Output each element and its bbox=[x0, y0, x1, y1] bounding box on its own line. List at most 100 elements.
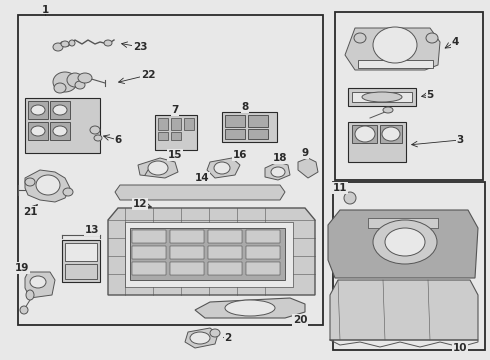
Polygon shape bbox=[330, 280, 478, 340]
Text: 2: 2 bbox=[224, 333, 232, 343]
Bar bbox=[132, 246, 166, 259]
Ellipse shape bbox=[271, 167, 285, 177]
Ellipse shape bbox=[53, 72, 77, 92]
Text: 7: 7 bbox=[172, 105, 179, 115]
Text: 23: 23 bbox=[133, 42, 147, 52]
Bar bbox=[132, 262, 166, 275]
Text: 1: 1 bbox=[41, 5, 49, 15]
Ellipse shape bbox=[355, 126, 375, 142]
Ellipse shape bbox=[31, 126, 45, 136]
Bar bbox=[208, 262, 242, 275]
Polygon shape bbox=[138, 158, 178, 178]
Ellipse shape bbox=[214, 162, 230, 174]
Bar bbox=[248, 129, 268, 139]
Bar bbox=[348, 122, 406, 162]
Text: 15: 15 bbox=[168, 150, 182, 160]
Ellipse shape bbox=[225, 300, 275, 316]
Bar bbox=[50, 122, 70, 140]
Polygon shape bbox=[328, 210, 478, 278]
Text: 22: 22 bbox=[141, 70, 155, 80]
Ellipse shape bbox=[30, 276, 46, 288]
Bar bbox=[222, 112, 277, 142]
Bar bbox=[171, 132, 181, 140]
Ellipse shape bbox=[373, 220, 437, 264]
Text: 6: 6 bbox=[114, 135, 122, 145]
Ellipse shape bbox=[20, 306, 28, 314]
Text: 4: 4 bbox=[451, 37, 459, 47]
Polygon shape bbox=[195, 298, 305, 318]
Bar bbox=[352, 125, 377, 143]
Bar bbox=[62, 240, 100, 282]
Bar bbox=[130, 228, 285, 280]
Ellipse shape bbox=[90, 126, 100, 134]
Ellipse shape bbox=[75, 81, 85, 89]
Ellipse shape bbox=[362, 92, 402, 102]
Text: 19: 19 bbox=[15, 263, 29, 273]
Bar bbox=[246, 246, 280, 259]
Ellipse shape bbox=[385, 228, 425, 256]
Bar bbox=[158, 118, 168, 130]
Ellipse shape bbox=[94, 135, 102, 141]
Polygon shape bbox=[185, 328, 218, 348]
Bar bbox=[28, 101, 48, 119]
Text: 3: 3 bbox=[456, 135, 464, 145]
Ellipse shape bbox=[53, 43, 63, 51]
Bar bbox=[348, 88, 416, 106]
Ellipse shape bbox=[25, 178, 35, 186]
Ellipse shape bbox=[210, 329, 220, 337]
Bar bbox=[184, 118, 194, 130]
Bar bbox=[158, 132, 168, 140]
Bar bbox=[18, 15, 323, 325]
Bar bbox=[380, 125, 402, 143]
Bar bbox=[25, 98, 100, 153]
Ellipse shape bbox=[148, 161, 168, 175]
Bar bbox=[208, 230, 242, 243]
Bar bbox=[50, 101, 70, 119]
Text: 21: 21 bbox=[23, 207, 37, 217]
Bar bbox=[333, 182, 485, 350]
Bar bbox=[358, 60, 433, 68]
Bar bbox=[170, 246, 204, 259]
Bar bbox=[352, 92, 412, 102]
Text: 8: 8 bbox=[242, 102, 248, 112]
Bar bbox=[248, 115, 268, 127]
Ellipse shape bbox=[426, 33, 438, 43]
Bar bbox=[132, 230, 166, 243]
Ellipse shape bbox=[54, 83, 66, 93]
Bar bbox=[335, 12, 483, 180]
Bar bbox=[125, 222, 293, 287]
Text: 18: 18 bbox=[273, 153, 287, 163]
Bar bbox=[170, 230, 204, 243]
Bar bbox=[170, 262, 204, 275]
Text: 16: 16 bbox=[233, 150, 247, 160]
Polygon shape bbox=[108, 208, 315, 295]
Polygon shape bbox=[207, 158, 240, 178]
Ellipse shape bbox=[382, 127, 400, 141]
Ellipse shape bbox=[373, 27, 417, 63]
Bar bbox=[225, 115, 245, 127]
Polygon shape bbox=[25, 272, 55, 298]
Polygon shape bbox=[265, 162, 290, 180]
Text: 10: 10 bbox=[453, 343, 467, 353]
Bar bbox=[208, 246, 242, 259]
Text: 11: 11 bbox=[333, 183, 347, 193]
Ellipse shape bbox=[63, 188, 73, 196]
Bar bbox=[225, 129, 245, 139]
Text: 9: 9 bbox=[301, 148, 309, 158]
Text: 14: 14 bbox=[195, 173, 209, 183]
Polygon shape bbox=[298, 158, 318, 178]
Text: 12: 12 bbox=[133, 199, 147, 209]
Ellipse shape bbox=[344, 192, 356, 204]
Bar bbox=[246, 230, 280, 243]
Bar bbox=[65, 264, 97, 279]
Ellipse shape bbox=[36, 175, 60, 195]
Ellipse shape bbox=[354, 33, 366, 43]
Ellipse shape bbox=[190, 332, 210, 344]
Ellipse shape bbox=[26, 290, 34, 300]
Bar bbox=[28, 122, 48, 140]
Ellipse shape bbox=[69, 40, 75, 46]
Ellipse shape bbox=[104, 40, 112, 46]
Bar bbox=[246, 262, 280, 275]
Polygon shape bbox=[25, 170, 70, 202]
Polygon shape bbox=[115, 185, 285, 200]
